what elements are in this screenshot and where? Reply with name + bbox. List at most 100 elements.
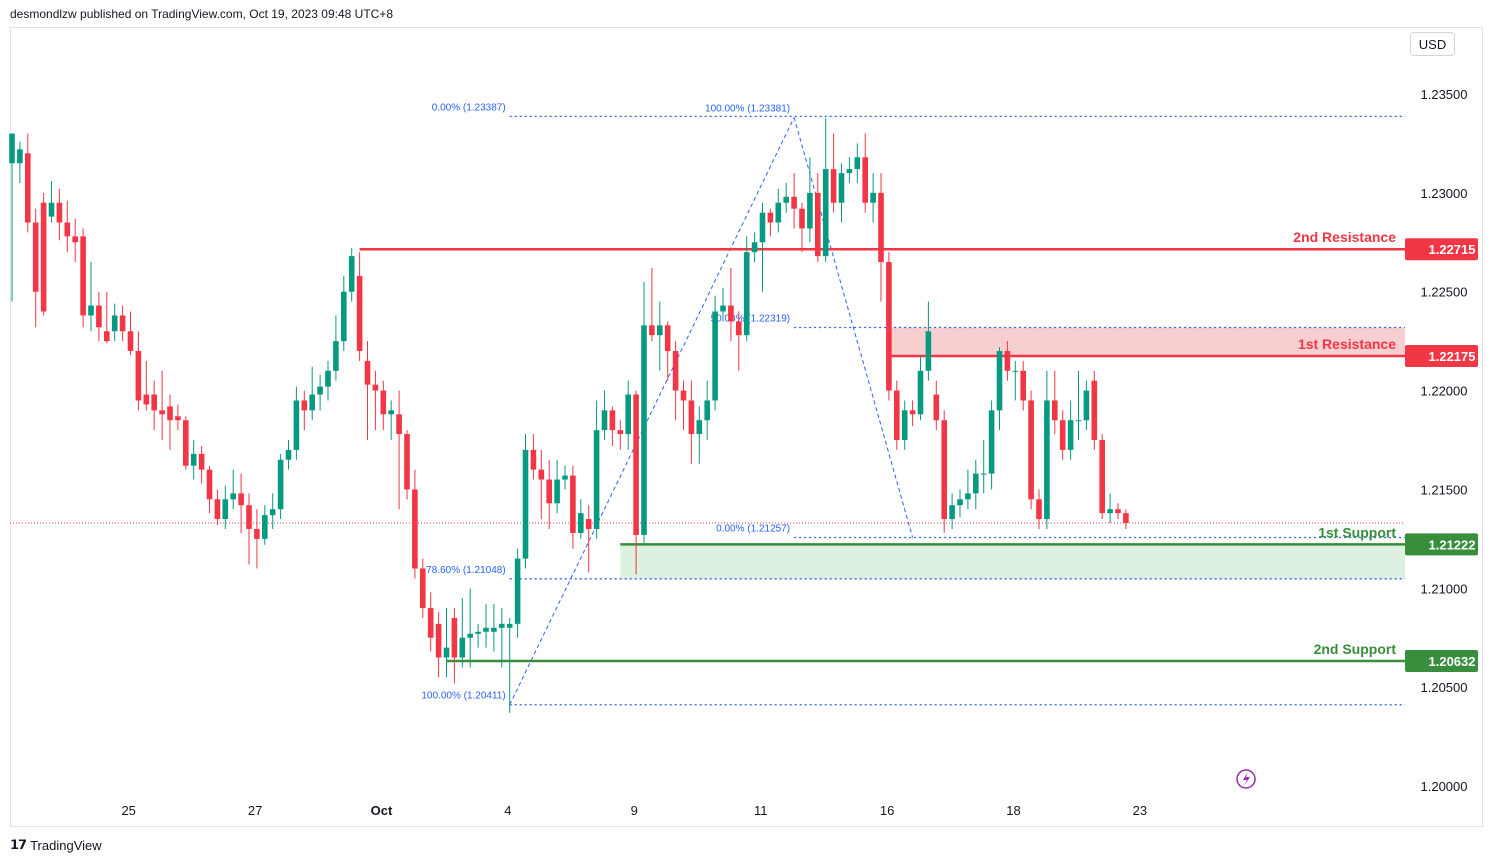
candle [957,489,963,518]
currency-button[interactable]: USD [1410,32,1455,56]
candle [222,485,229,529]
candle-body [751,242,758,253]
price-tick-label: 1.21000 [1421,581,1468,596]
candle [96,291,102,342]
candle [499,608,505,668]
candle [617,420,624,450]
candle-body [48,202,55,217]
candle-body [633,394,639,535]
candle-body [1083,390,1090,421]
candle-body [657,325,663,336]
candle [578,499,584,539]
candle-body [585,519,592,529]
candle-body [664,325,671,352]
candle-body [1107,509,1113,514]
chart-frame [10,27,1483,827]
candle-body [412,489,418,569]
support-level-name: 1st Support [1318,524,1396,540]
candle-body [1091,380,1098,440]
candle-body [712,311,718,401]
candle-body [878,192,884,263]
candle [965,469,971,510]
candle-body [1012,370,1019,372]
fib-label: 50.00% (1.22319) [711,314,791,325]
candle [696,406,703,464]
price-zones [620,327,1405,579]
trend-line [793,117,914,538]
price-tick-label: 1.20500 [1421,680,1468,695]
candle-body [838,173,845,203]
time-tick-label: Oct [371,803,393,818]
support-price-tag [1405,533,1478,556]
candle [317,374,323,411]
candle-body [80,236,86,316]
candle [941,410,947,533]
candle [538,449,545,520]
candle [846,157,853,183]
candle [743,236,750,342]
candle [412,469,418,579]
candle-body [530,449,537,470]
candle [1099,434,1105,520]
candle [159,370,165,440]
candle [894,380,900,450]
candle-body [135,351,142,401]
candle [1004,341,1011,381]
candle-body [1123,513,1129,524]
candle [609,406,616,446]
candle [854,143,861,183]
candle [1067,400,1074,460]
lightning-circle [1236,769,1256,789]
candle-body [246,505,252,529]
resistance-level-name: 2nd Resistance [1293,229,1396,245]
candle [759,202,766,292]
footer-brand[interactable]: 𝟭𝟳 TradingView [10,837,102,853]
candle-body [119,315,126,332]
candle-body [996,351,1003,411]
tradingview-logo-icon: 𝟭𝟳 [10,837,27,852]
fib-label: 0.00% (1.23387) [432,102,506,113]
candle [262,505,268,545]
candle-body [111,315,118,332]
candle-body [254,528,260,539]
candle [767,208,774,237]
candle-body [364,360,371,385]
resistance-price-tag-text: 1.22715 [1429,242,1476,257]
candle-body [578,513,584,533]
publisher-line: desmondlzw published on TradingView.com,… [10,7,394,21]
candle-body [443,647,450,658]
support-zone [620,544,1405,579]
candle [246,493,252,565]
candle [404,430,410,500]
candle-body [17,149,23,164]
candle-body [909,410,916,415]
candle [309,366,315,421]
candle-body [467,633,473,638]
fib-label: 100.00% (1.23381) [705,104,790,115]
candle-body [649,325,655,336]
candle-body [917,370,924,415]
candle-body [601,410,608,431]
candle-body [88,305,94,316]
candle [80,228,86,328]
price-tick-label: 1.22500 [1421,285,1468,300]
candle [293,386,300,460]
footer-brand-text: TradingView [30,837,102,853]
resistance-zone [888,327,1405,356]
candle-body [459,637,466,658]
candle [388,400,394,440]
candle-body [269,509,276,516]
candle [341,275,347,352]
candle [822,117,829,263]
candle-body [680,390,687,401]
candle [104,291,110,344]
candle-body [420,568,426,609]
candle-body [143,394,150,405]
candle-body [40,202,47,312]
fibonacci-drawings: 0.00% (1.23387) 100.00% (1.23381) 50.00% (… [10,102,1405,706]
candle-body [625,394,631,435]
candle [119,305,126,342]
candle-body [759,212,766,243]
candle-body [151,394,157,411]
